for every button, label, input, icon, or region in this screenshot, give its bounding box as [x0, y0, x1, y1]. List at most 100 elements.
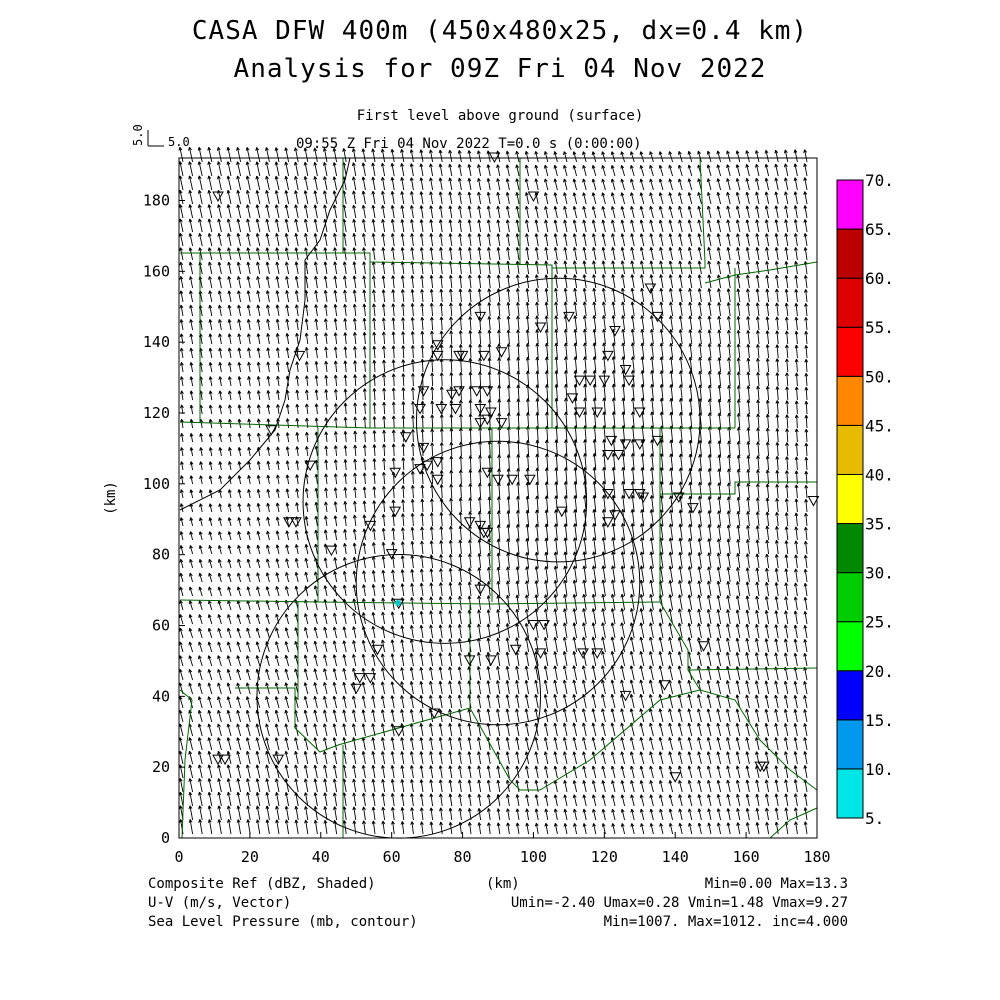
station-marker	[757, 761, 770, 773]
station-marker	[563, 311, 575, 323]
colorbar-label: 35.	[865, 515, 894, 534]
station-marker	[474, 584, 487, 596]
x-tick-label: 160	[733, 848, 760, 866]
station-marker	[591, 648, 604, 659]
station-marker	[506, 474, 519, 486]
station-marker	[637, 492, 650, 504]
station-marker	[392, 726, 405, 737]
station-marker	[417, 442, 430, 454]
station-marker	[495, 418, 508, 429]
station-marker	[697, 641, 710, 652]
colorbar-label: 30.	[865, 564, 894, 583]
station-marker	[212, 191, 224, 202]
radar-ring-2	[355, 440, 641, 726]
footer-uv-minmax: Umin=-2.40 Umax=0.28 Vmin=1.48 Vmax=9.27	[510, 895, 848, 911]
colorbar-segment	[836, 424, 864, 475]
station-marker	[371, 644, 384, 656]
colorbar-segment	[836, 719, 864, 770]
footer-ref-minmax: Min=0.00 Max=13.3	[704, 876, 848, 892]
station-marker	[431, 474, 444, 486]
station-marker	[619, 365, 632, 376]
station-marker	[538, 620, 550, 631]
plot-title-line2: Analysis for 09Z Fri 04 Nov 2022	[233, 54, 767, 84]
station-marker	[584, 375, 597, 387]
station-marker	[463, 517, 476, 528]
station-marker	[428, 708, 441, 720]
station-marker	[485, 655, 497, 666]
y-axis-unit: (km)	[103, 481, 119, 515]
y-tick-label: 120	[143, 404, 170, 422]
colorbar-label: 65.	[865, 220, 894, 239]
station-marker	[566, 393, 579, 404]
colorbar-label: 40.	[865, 465, 894, 484]
radar-range-rings	[256, 277, 701, 839]
county-boundaries	[179, 157, 818, 839]
station-marker	[463, 655, 476, 666]
station-marker	[431, 457, 444, 468]
colorbar-label: 15.	[865, 711, 894, 730]
colorbar-segment	[836, 572, 864, 623]
station-marker	[633, 488, 646, 500]
station-marker	[474, 311, 487, 323]
station-marker	[470, 386, 483, 397]
plot-title-line1: CASA DFW 400m (450x480x25, dx=0.4 km)	[191, 16, 809, 46]
station-marker	[272, 754, 285, 766]
station-marker	[389, 467, 402, 479]
station-marker	[651, 311, 664, 323]
station-marker	[534, 322, 547, 334]
colorbar-segment	[836, 179, 864, 230]
x-axis-unit: (km)	[486, 876, 520, 892]
station-marker	[265, 425, 278, 436]
station-marker	[577, 648, 589, 659]
vector-scale-x-label: 5.0	[168, 135, 190, 149]
station-marker	[431, 350, 444, 362]
station-marker	[385, 549, 398, 560]
station-marker	[633, 407, 646, 419]
station-marker	[449, 403, 462, 415]
station-marker	[325, 545, 338, 557]
station-marker	[495, 347, 508, 358]
x-tick-label: 80	[454, 848, 472, 866]
footer-uv: U-V (m/s, Vector)	[148, 895, 292, 911]
station-marker	[290, 517, 302, 528]
station-marker	[527, 620, 540, 631]
station-marker	[672, 492, 685, 504]
station-marker	[350, 683, 363, 695]
station-marker	[623, 375, 635, 387]
radar-ring-4	[415, 277, 701, 563]
colorbar-label: 10.	[865, 760, 894, 779]
station-marker	[602, 450, 614, 461]
station-marker	[534, 648, 547, 659]
station-marker	[555, 506, 568, 518]
colorbar-label: 45.	[865, 416, 894, 435]
x-axis: 0 20 40 60 80 100 120 140 160 180	[174, 832, 831, 866]
x-tick-label: 0	[174, 848, 183, 866]
station-marker	[481, 386, 494, 397]
colorbar-segment	[836, 621, 864, 672]
colorbar-segment	[836, 473, 864, 525]
colorbar-segment	[836, 277, 864, 328]
colorbar-label: 60.	[865, 269, 894, 288]
colorbar-label: 20.	[865, 662, 894, 681]
station-marker	[602, 350, 614, 362]
colorbar-label: 50.	[865, 367, 894, 386]
station-marker	[353, 673, 366, 684]
station-marker	[446, 389, 458, 401]
station-marker	[485, 407, 497, 419]
station-marker	[453, 386, 465, 397]
station-marker	[219, 754, 231, 766]
colorbar-segment	[836, 768, 864, 819]
station-marker	[456, 350, 469, 362]
y-tick-label: 40	[152, 687, 170, 705]
colorbar-label: 5.	[865, 809, 884, 828]
x-tick-label: 180	[803, 848, 830, 866]
station-marker	[807, 496, 820, 507]
station-marker	[414, 464, 426, 475]
y-tick-label: 80	[152, 546, 170, 564]
station-marker	[477, 527, 490, 539]
station-marker	[598, 375, 611, 387]
y-tick-label: 160	[143, 262, 170, 280]
x-tick-label: 40	[312, 848, 330, 866]
station-marker	[669, 772, 682, 783]
station-marker	[481, 467, 494, 479]
